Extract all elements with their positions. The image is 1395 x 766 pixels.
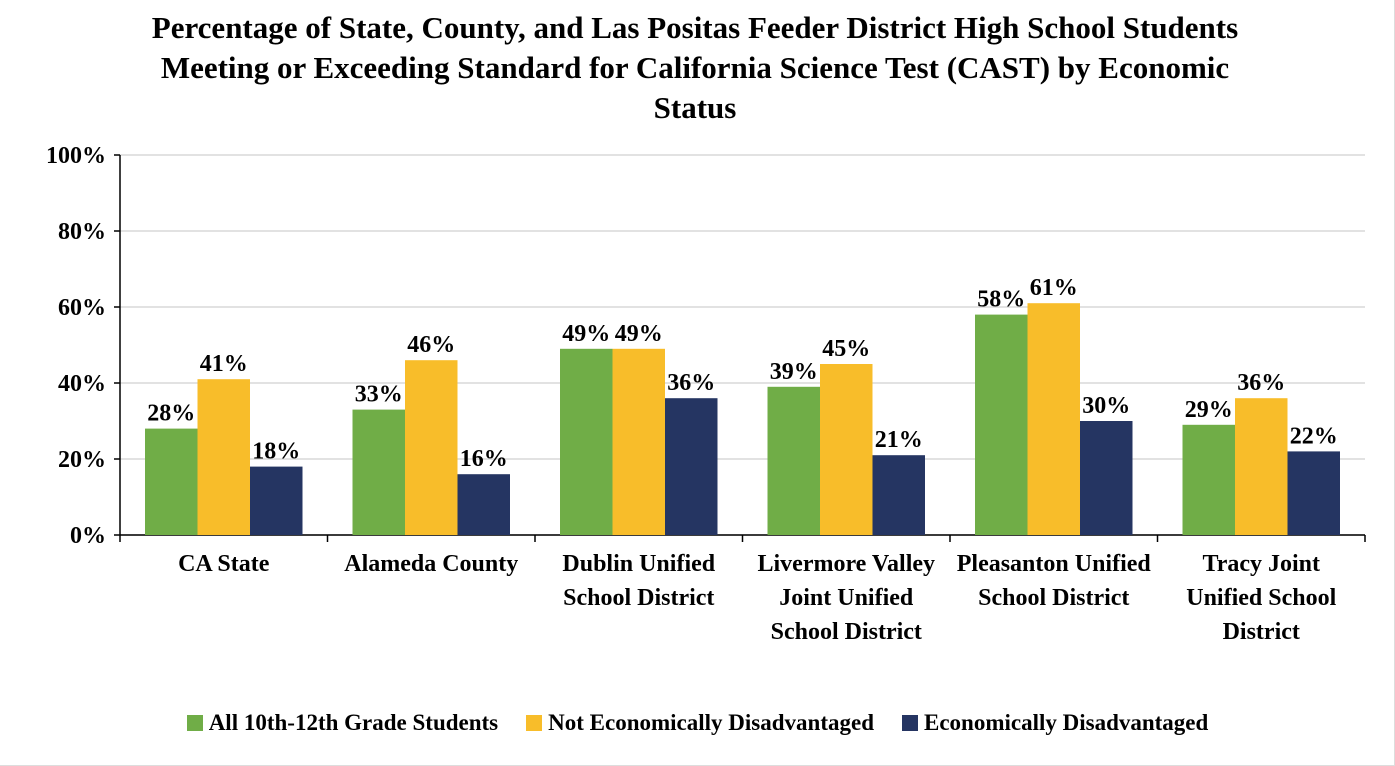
legend-label: Economically Disadvantaged (923, 710, 1209, 735)
value-label: 61% (1030, 275, 1078, 301)
x-tick-label: Pleasanton Unified School District (956, 551, 1151, 611)
bar (1287, 451, 1340, 535)
value-label: 22% (1290, 423, 1338, 449)
bar (1080, 421, 1133, 535)
x-tick-label: CA State (178, 551, 270, 577)
value-label: 36% (1237, 370, 1285, 396)
value-label: 49% (562, 321, 610, 347)
legend-swatch (186, 715, 203, 731)
bar (1235, 398, 1288, 535)
y-tick-label: 20% (58, 447, 106, 473)
bar (975, 314, 1028, 535)
bar (457, 474, 510, 535)
legend-item: Not Economically Disadvantaged (526, 710, 874, 736)
bar (560, 348, 613, 535)
legend: All 10th-12th Grade Students Not Economic… (0, 710, 1394, 736)
bar (612, 348, 665, 535)
bar (145, 428, 198, 535)
y-tick-label: 40% (58, 371, 106, 397)
value-label: 21% (875, 427, 923, 453)
value-label: 18% (252, 439, 300, 465)
value-label: 29% (1185, 397, 1233, 423)
x-tick-label: Tracy Joint Unified School District (1186, 551, 1337, 645)
y-tick-label: 100% (46, 143, 106, 169)
chart-title: Percentage of State, County, and Las Pos… (151, 10, 1239, 125)
value-label: 58% (977, 287, 1025, 313)
value-label: 41% (200, 351, 248, 377)
value-label: 46% (407, 332, 455, 358)
legend-label: Not Economically Disadvantaged (548, 710, 874, 735)
y-tick-label: 60% (58, 295, 106, 321)
x-tick-label: Livermore Valley Joint Unified School Di… (757, 551, 936, 645)
legend-item: All 10th-12th Grade Students (186, 710, 499, 736)
bar (352, 409, 405, 535)
value-label: 45% (822, 336, 870, 362)
legend-item: Economically Disadvantaged (901, 710, 1209, 736)
value-label: 33% (355, 382, 403, 408)
bar (872, 455, 925, 535)
y-tick-label: 80% (58, 219, 106, 245)
bar (767, 386, 820, 535)
value-label: 16% (460, 446, 508, 472)
legend-swatch (901, 715, 918, 731)
value-label: 39% (770, 359, 818, 385)
x-tick-label: Alameda County (344, 551, 519, 577)
value-label: 36% (667, 370, 715, 396)
bar (405, 360, 458, 535)
legend-swatch (526, 715, 543, 731)
value-label: 49% (615, 321, 663, 347)
bar (820, 364, 873, 535)
value-label: 30% (1082, 393, 1130, 419)
bar (250, 466, 303, 535)
legend-label: All 10th-12th Grade Students (208, 710, 499, 735)
bar (665, 398, 718, 535)
x-tick-label: Dublin Unified School District (562, 551, 716, 611)
value-label: 28% (147, 401, 195, 427)
bar (1182, 424, 1235, 535)
bar (1027, 303, 1080, 535)
bar (197, 379, 250, 535)
y-tick-label: 0% (70, 523, 106, 549)
